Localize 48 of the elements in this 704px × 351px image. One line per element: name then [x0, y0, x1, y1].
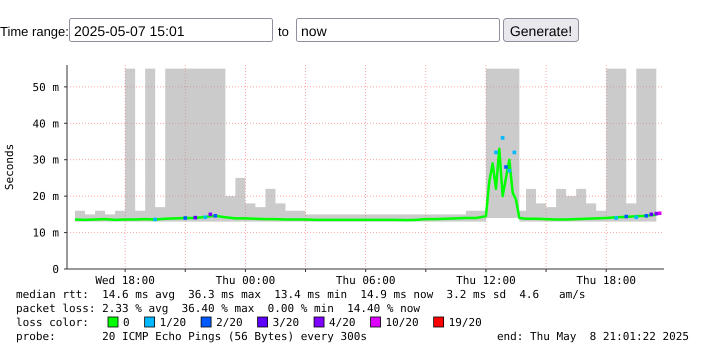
point [650, 212, 654, 216]
y-axis-title: Seconds [3, 144, 16, 190]
point [183, 216, 188, 220]
point [494, 150, 498, 154]
x-tick-label: Thu 18:00 [576, 274, 636, 287]
y-tick-label: 50 m [32, 80, 60, 94]
point [654, 212, 658, 216]
text: Time range: [0, 24, 69, 39]
text: end: Thu May 8 21:01:22 2025 [496, 330, 689, 343]
text: now [301, 23, 328, 39]
point [644, 214, 648, 218]
legend-label: 19/20 [448, 316, 482, 329]
point [658, 211, 662, 216]
point [634, 215, 638, 220]
point [504, 165, 508, 169]
legend-label: 0 [123, 316, 130, 329]
point [204, 215, 208, 220]
point [512, 150, 516, 154]
text: packet loss: 2.33 % avg 36.40 % max 0.00 % min 14.40 % now [16, 302, 420, 315]
y-tick-label: 20 m [32, 190, 60, 204]
legend-title: loss color: [16, 316, 89, 329]
point [214, 214, 218, 218]
text: median rtt: 14.6 ms avg 36.3 ms max 13.4 ms min 14.9 ms now 3.2 ms sd 4.6 am/s [16, 288, 586, 301]
x-tick-label: Wed 18:00 [95, 274, 155, 287]
legend-label: 2/20 [216, 316, 243, 329]
text: probe: 20 ICMP Echo Pings (56 Bytes) every 300s [16, 330, 367, 343]
line-series [74, 148, 658, 222]
legend-label: 10/20 [386, 316, 419, 329]
x-tick-label: Thu 06:00 [336, 274, 396, 287]
point [624, 214, 628, 218]
legend-label: 3/20 [272, 316, 300, 329]
x-tick-label: Thu 00:00 [216, 274, 276, 287]
point [153, 218, 157, 222]
text: Generate! [510, 23, 572, 39]
point [193, 216, 198, 220]
legend-label: 1/20 [160, 316, 186, 329]
y-tick-label: 40 m [32, 117, 60, 130]
text: 2025-05-07 15:01 [74, 23, 185, 39]
y-tick-label: 0 [52, 263, 59, 276]
y-tick-label: 30 m [32, 154, 60, 167]
point [208, 212, 212, 216]
point [614, 216, 618, 220]
legend-label: 4/20 [329, 316, 356, 329]
point [508, 168, 512, 172]
point [500, 136, 504, 140]
text: to [278, 24, 289, 39]
x-tick-label: Thu 12:00 [456, 274, 516, 287]
y-tick-label: 10 m [32, 226, 60, 240]
